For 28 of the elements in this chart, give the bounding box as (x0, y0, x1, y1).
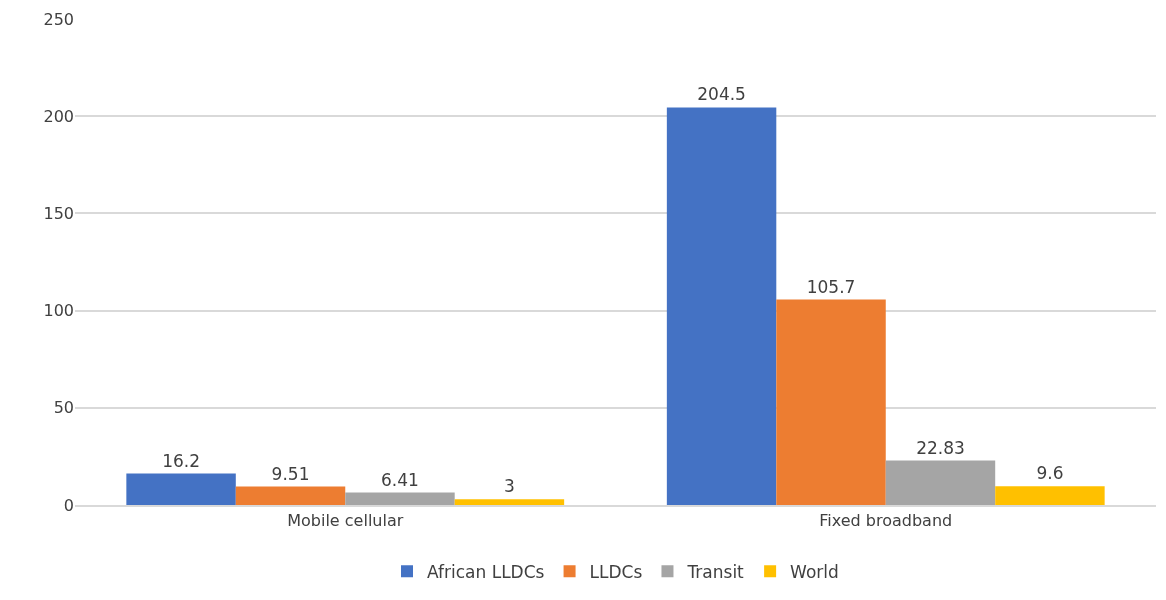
x-tick-label: Mobile cellular (287, 510, 404, 530)
y-tick-label: 100 (43, 301, 74, 321)
y-tick-label: 150 (43, 204, 74, 223)
legend-label: LLDCs (589, 561, 643, 582)
data-label: 9.6 (1036, 463, 1064, 484)
data-label: 22.83 (916, 437, 965, 458)
data-label: 16.2 (162, 450, 200, 471)
legend-label: World (790, 561, 839, 582)
bar (454, 499, 565, 505)
legend-label: African LLDCs (427, 561, 545, 582)
y-tick-label: 250 (43, 9, 74, 29)
bar (776, 299, 886, 505)
y-tick-label: 200 (43, 106, 74, 126)
bar (666, 107, 777, 505)
data-label: 3 (504, 476, 515, 497)
bar (345, 492, 455, 505)
y-tick-label: 0 (63, 495, 74, 515)
bar (235, 486, 346, 505)
x-tick-label: Fixed broadband (819, 510, 953, 530)
bar (126, 473, 236, 505)
data-label: 6.41 (381, 469, 419, 490)
data-label: 105.7 (806, 276, 856, 297)
bar (885, 460, 996, 505)
data-label: 204.5 (697, 84, 746, 105)
legend-label: Transit (686, 561, 745, 582)
bar (995, 486, 1105, 505)
data-label: 9.51 (271, 463, 310, 484)
y-tick-label: 50 (53, 398, 74, 418)
